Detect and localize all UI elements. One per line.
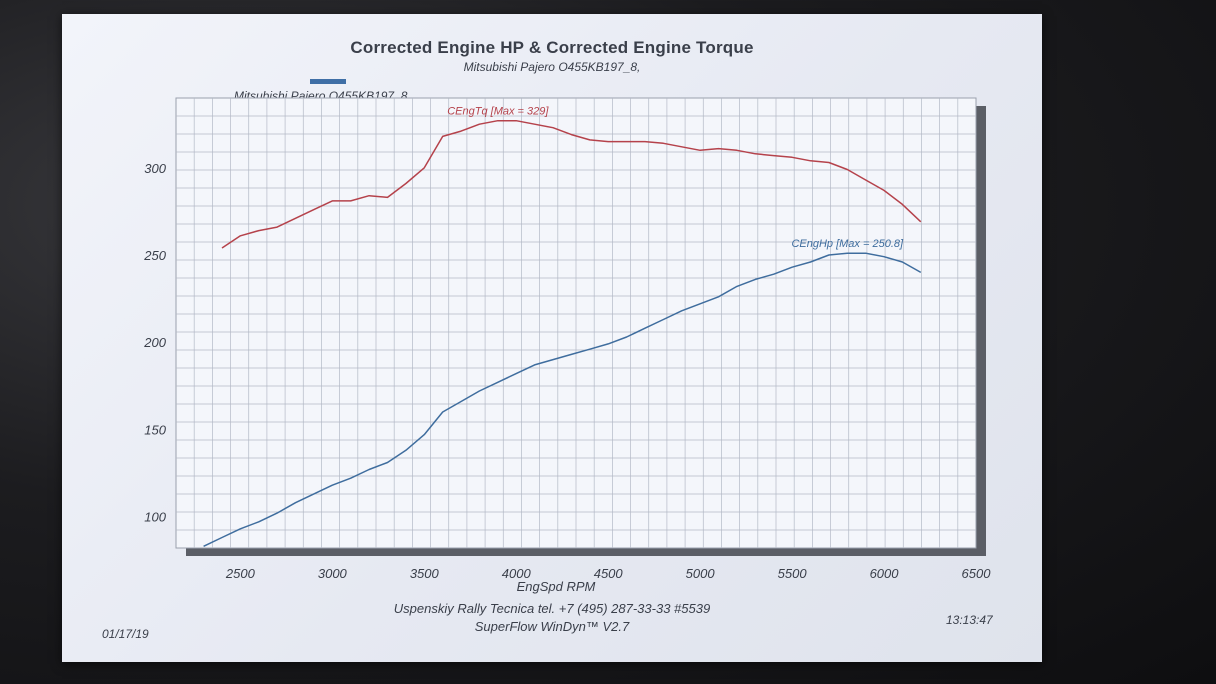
y-tick-label: 200: [143, 335, 166, 350]
series-lines: [203, 119, 922, 547]
x-tick-label: 6500: [962, 566, 992, 581]
y-tick-label: 250: [143, 248, 166, 263]
footer-software: SuperFlow WinDyn™ V2.7: [474, 619, 630, 634]
legend-swatch: [310, 79, 346, 84]
series-line-cengtq: [221, 119, 922, 249]
axes: 2500 3000 3500 4000 4500 5000 5500 6000 6500 100 1…: [143, 161, 991, 594]
chart-subtitle: Mitsubishi Pajero O455KB197_8,: [463, 60, 641, 74]
print-date: 01/17/19: [102, 627, 149, 641]
series-annotation-cengtq: CEngTq [Max = 329]: [447, 106, 549, 118]
y-tick-label: 100: [144, 510, 166, 525]
chart-title: Corrected Engine HP & Corrected Engine T…: [350, 38, 754, 57]
series-line-cenghp: [203, 252, 922, 547]
series-annotations: CEngTq [Max = 329] CEngHp [Max = 250.8]: [447, 106, 904, 251]
x-tick-label: 5000: [686, 566, 716, 581]
x-tick-label: 2500: [225, 566, 256, 581]
dyno-printout: Corrected Engine HP & Corrected Engine T…: [62, 14, 1042, 662]
y-tick-label: 150: [144, 422, 166, 437]
x-tick-label: 4500: [594, 566, 624, 581]
print-time: 13:13:47: [946, 613, 993, 627]
y-tick-label: 300: [144, 161, 166, 176]
dyno-chart: 2500 3000 3500 4000 4500 5000 5500 6000 6500 100 1…: [143, 97, 991, 594]
series-annotation-cenghp: CEngHp [Max = 250.8]: [791, 238, 904, 250]
x-tick-label: 3000: [318, 566, 348, 581]
x-tick-label: 3500: [410, 566, 440, 581]
x-axis-label: EngSpd RPM: [517, 579, 596, 594]
footer-company: Uspenskiy Rally Tecnica tel. +7 (495) 28…: [393, 601, 711, 616]
x-tick-label: 5500: [778, 566, 808, 581]
x-tick-label: 6000: [870, 566, 900, 581]
grid-lines: [176, 98, 976, 548]
x-tick-label: 4000: [502, 566, 532, 581]
